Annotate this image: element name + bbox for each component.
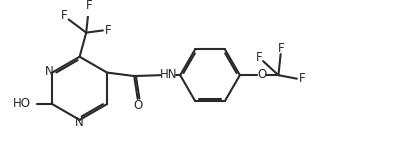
Text: F: F (61, 9, 68, 22)
Text: O: O (133, 99, 143, 112)
Text: F: F (278, 42, 285, 55)
Text: N: N (75, 116, 84, 129)
Text: HN: HN (160, 68, 177, 81)
Text: N: N (45, 65, 54, 78)
Text: O: O (257, 68, 266, 81)
Text: F: F (105, 24, 112, 36)
Text: F: F (86, 0, 93, 12)
Text: F: F (299, 72, 306, 85)
Text: HO: HO (13, 97, 31, 110)
Text: F: F (255, 51, 262, 64)
